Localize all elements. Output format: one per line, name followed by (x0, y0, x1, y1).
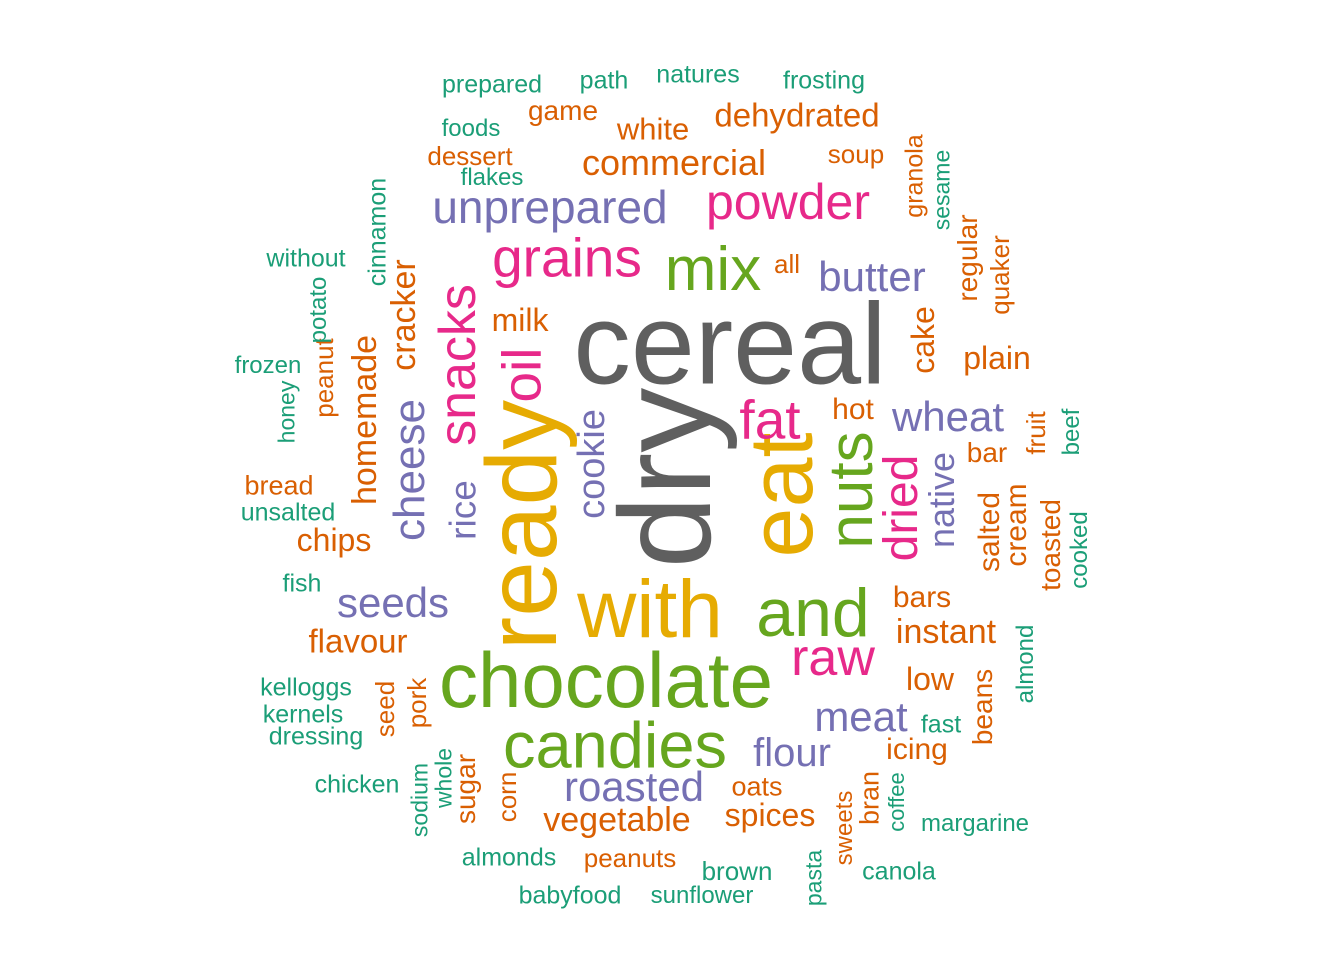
word-beef: beef (1058, 408, 1085, 456)
word-chips: chips (296, 522, 372, 558)
word-bars: bars (892, 581, 952, 614)
word-low: low (905, 661, 955, 697)
word-oil: oil (490, 347, 553, 403)
word-commercial: commercial (581, 142, 767, 183)
word-quaker: quaker (985, 235, 1015, 315)
word-wheat: wheat (891, 393, 1005, 440)
word-natures: natures (656, 60, 740, 89)
word-path: path (579, 66, 629, 95)
word-spices: spices (724, 797, 816, 833)
word-dried: dried (875, 454, 928, 562)
word-corn: corn (492, 771, 522, 823)
word-beans: beans (967, 668, 998, 746)
word-unsalted: unsalted (240, 498, 336, 527)
word-pork: pork (402, 677, 432, 729)
word-chicken: chicken (314, 770, 400, 799)
word-flour: flour (753, 731, 831, 775)
word-and: and (756, 575, 870, 651)
word-cake: cake (905, 306, 941, 374)
word-with: with (577, 564, 723, 655)
word-prepared: prepared (441, 70, 543, 99)
word-babyfood: babyfood (518, 881, 622, 910)
word-canola: canola (862, 857, 936, 886)
word-toasted: toasted (1035, 499, 1066, 591)
word-fast: fast (920, 710, 962, 739)
word-bran: bran (854, 770, 885, 826)
word-game: game (527, 95, 599, 126)
word-soup: soup (827, 139, 885, 169)
word-fruit: fruit (1021, 411, 1051, 455)
word-chocolate: chocolate (439, 636, 773, 724)
word-icing: icing (886, 733, 948, 766)
word-flakes: flakes (460, 164, 524, 191)
word-raw: raw (791, 629, 875, 687)
word-bar: bar (966, 437, 1008, 468)
word-flavour: flavour (308, 622, 408, 660)
word-cooked: cooked (1066, 511, 1093, 589)
word-oats: oats (731, 771, 783, 802)
word-cookie: cookie (571, 409, 613, 519)
word-sunflower: sunflower (650, 882, 754, 909)
word-mix: mix (664, 235, 762, 304)
word-margarine: margarine (920, 810, 1030, 837)
word-rice: rice (442, 480, 484, 540)
word-kernels: kernels (262, 700, 344, 729)
word-fish: fish (282, 569, 322, 598)
word-native: native (921, 451, 962, 549)
word-homemade: homemade (346, 334, 384, 506)
word-cracker: cracker (385, 259, 423, 371)
word-dessert: dessert (427, 141, 513, 171)
word-bread: bread (244, 470, 314, 501)
word-candies: candies (502, 708, 728, 782)
word-cheese: cheese (385, 399, 434, 541)
word-powder: powder (706, 174, 870, 230)
word-sodium: sodium (406, 762, 433, 838)
word-almond: almond (1012, 624, 1039, 704)
word-fat: fat (739, 388, 801, 451)
word-plain: plain (963, 340, 1031, 376)
word-hot: hot (832, 393, 874, 426)
word-dry: dry (592, 387, 738, 569)
word-vegetable: vegetable (543, 801, 691, 839)
word-instant: instant (895, 613, 997, 651)
word-butter: butter (818, 253, 926, 300)
word-pasta: pasta (800, 849, 827, 907)
word-dehydrated: dehydrated (714, 96, 880, 134)
word-cinnamon: cinnamon (363, 177, 392, 287)
word-unprepared: unprepared (432, 181, 668, 233)
word-brown: brown (701, 856, 773, 886)
word-frosting: frosting (783, 66, 865, 95)
word-cream: cream (1000, 483, 1033, 567)
word-seed: seed (370, 680, 400, 738)
word-grains: grains (492, 226, 642, 289)
word-coffee: coffee (884, 772, 909, 832)
word-roasted: roasted (563, 763, 705, 810)
word-regular: regular (952, 214, 983, 302)
word-sweets: sweets (831, 790, 858, 866)
word-seeds: seeds (336, 579, 450, 626)
word-cereal: cereal (573, 280, 887, 409)
word-ready: ready (466, 399, 578, 651)
word-snacks: snacks (429, 284, 487, 446)
word-frozen: frozen (234, 352, 302, 379)
word-foods: foods (441, 115, 501, 142)
word-meat: meat (814, 693, 908, 740)
word-peanut: peanut (309, 338, 339, 418)
word-peanuts: peanuts (583, 843, 677, 873)
word-whole: whole (430, 747, 457, 809)
word-white: white (616, 111, 690, 147)
word-eat: eat (732, 432, 832, 558)
word-without: without (266, 244, 346, 273)
word-kelloggs: kelloggs (260, 673, 352, 702)
word-honey: honey (273, 380, 300, 444)
word-potato: potato (305, 276, 332, 344)
word-almonds: almonds (461, 843, 557, 872)
word-all: all (773, 249, 801, 279)
word-nuts: nuts (817, 431, 886, 549)
word-sesame: sesame (928, 149, 955, 231)
word-milk: milk (491, 302, 549, 338)
word-dressing: dressing (268, 722, 364, 751)
word-granola: granola (900, 134, 929, 218)
